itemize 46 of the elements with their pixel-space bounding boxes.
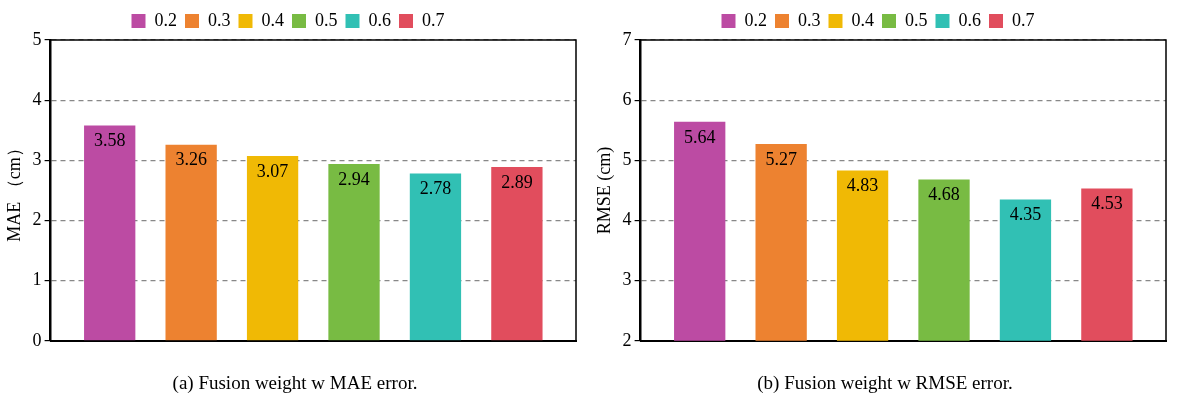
y-axis-title: MAE （cm）	[3, 139, 24, 242]
data-label: 4.53	[1091, 193, 1123, 214]
y-tick-label: 1	[32, 269, 42, 290]
legend-label: 0.3	[798, 9, 821, 30]
data-label: 5.27	[765, 148, 797, 169]
data-label: 2.89	[501, 171, 533, 192]
legend-label: 0.2	[744, 9, 767, 30]
y-tick-label: 7	[622, 28, 632, 49]
legend-label: 0.3	[208, 9, 231, 30]
y-tick-label: 5	[622, 149, 632, 170]
y-tick-label: 3	[622, 269, 632, 290]
data-label: 3.26	[175, 149, 207, 170]
legend-label: 0.6	[368, 9, 391, 30]
data-label: 4.83	[846, 175, 879, 196]
y-tick-label: 3	[32, 149, 42, 170]
data-label: 3.58	[93, 130, 126, 151]
bar	[328, 163, 380, 341]
bar	[84, 125, 136, 341]
legend-label: 0.7	[1012, 9, 1035, 30]
legend-label: 0.7	[422, 9, 445, 30]
y-tick-label: 0	[32, 329, 42, 350]
y-tick-label: 4	[622, 209, 632, 230]
legend-label: 0.4	[261, 9, 284, 30]
y-tick-label: 6	[622, 88, 632, 109]
y-tick-label: 5	[32, 28, 42, 49]
legend-label: 0.5	[315, 9, 338, 30]
data-label: 4.68	[928, 184, 960, 205]
data-label: 4.35	[1009, 204, 1042, 225]
bar	[246, 156, 299, 341]
data-label: 2.94	[338, 168, 370, 189]
text: (a) Fusion weight w MAE error.	[171, 372, 419, 394]
y-axis-title: RMSE (cm)	[593, 146, 615, 235]
data-label: 3.07	[256, 160, 289, 181]
legend-label: 0.6	[958, 9, 981, 30]
bar	[165, 144, 217, 341]
legend-label: 0.5	[905, 9, 928, 30]
data-label: 2.78	[419, 178, 452, 199]
legend-label: 0.2	[154, 9, 177, 30]
bar	[409, 173, 462, 341]
text: (b) Fusion weight w RMSE error.	[756, 372, 1014, 394]
y-tick-label: 2	[622, 329, 632, 350]
bar	[491, 166, 543, 341]
y-tick-label: 4	[32, 88, 42, 109]
legend-label: 0.4	[851, 9, 874, 30]
data-label: 5.64	[683, 126, 716, 147]
y-tick-label: 2	[32, 209, 42, 230]
